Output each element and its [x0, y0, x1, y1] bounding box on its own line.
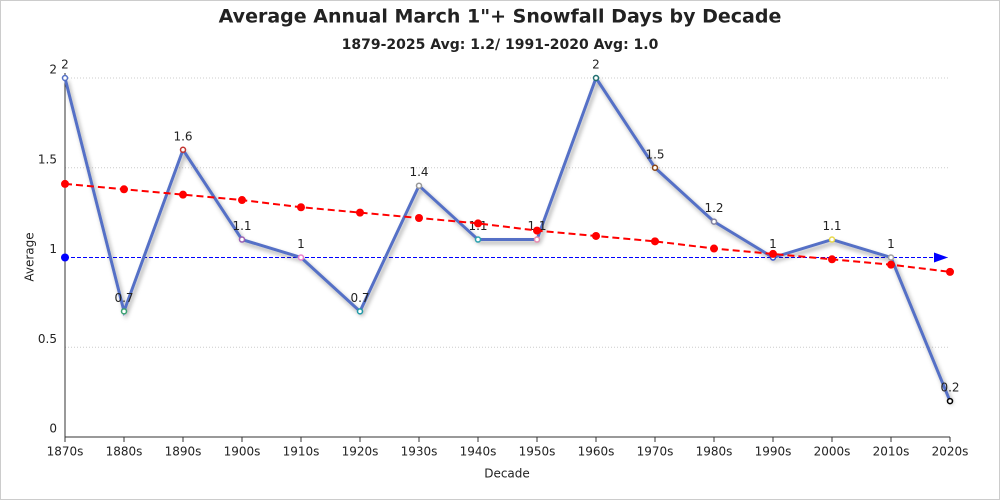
x-tick-label: 1930s [401, 445, 438, 459]
point [828, 236, 836, 243]
point [592, 231, 600, 240]
y-axis-title: Average [23, 232, 37, 281]
point [356, 308, 364, 315]
data-label: 1.1 [527, 219, 546, 233]
point [356, 208, 364, 217]
point [769, 249, 777, 258]
x-tick-label: 2010s [873, 445, 910, 459]
point [120, 185, 128, 194]
y-tick-label: 0.5 [38, 332, 57, 346]
data-label: 1 [297, 237, 305, 251]
point [120, 308, 128, 315]
data-label: 1.4 [409, 165, 428, 179]
point [238, 236, 246, 243]
x-tick-label: 1900s [224, 445, 261, 459]
reference-arrow [934, 252, 948, 263]
point [946, 397, 954, 405]
data-label: 1 [887, 237, 895, 251]
chart-title: Average Annual March 1"+ Snowfall Days b… [219, 6, 782, 28]
point [710, 244, 718, 253]
series-line [63, 74, 952, 402]
point [592, 74, 600, 82]
chart-subtitle: 1879-2025 Avg: 1.2/ 1991-2020 Avg: 1.0 [342, 37, 659, 53]
x-tick-label: 1870s [47, 445, 84, 459]
point [474, 236, 482, 243]
point [415, 214, 423, 223]
y-tick-label: 2 [49, 63, 57, 77]
point [651, 164, 659, 171]
x-tick-label: 1990s [755, 445, 792, 459]
point [61, 179, 69, 188]
x-tick-label: 1910s [283, 445, 320, 459]
series-line [64, 182, 951, 273]
data-label: 1.6 [173, 129, 192, 143]
x-tick-label: 1950s [519, 445, 556, 459]
data-label: 0.2 [940, 381, 959, 395]
y-tick-label: 1.5 [38, 152, 57, 166]
point [887, 260, 895, 269]
point [415, 182, 423, 189]
x-tick-label: 1960s [578, 445, 615, 459]
point [179, 190, 187, 199]
x-tick-label: 1890s [165, 445, 202, 459]
point [946, 267, 954, 276]
point [533, 226, 541, 235]
data-label: 0.7 [350, 291, 369, 305]
data-label: 1 [769, 237, 777, 251]
point [474, 219, 482, 228]
reference-dot [61, 253, 69, 262]
point [828, 255, 836, 264]
point [710, 218, 718, 225]
x-tick-label: 1880s [106, 445, 143, 459]
y-tick-label: 0 [49, 422, 57, 436]
x-tick-label: 1970s [637, 445, 674, 459]
point [179, 146, 187, 154]
point [238, 196, 246, 205]
point [887, 254, 895, 261]
point [651, 237, 659, 246]
point [533, 236, 541, 243]
y-tick-label: 1 [49, 242, 57, 256]
point [297, 254, 305, 261]
x-tick-label: 1940s [460, 445, 497, 459]
point [297, 203, 305, 212]
x-tick-label: 1980s [696, 445, 733, 459]
data-label: 1.2 [704, 201, 723, 215]
x-axis-title: Decade [484, 467, 530, 481]
data-label: 1.1 [232, 219, 251, 233]
x-tick-label: 1920s [342, 445, 379, 459]
data-label: 2 [61, 58, 69, 72]
data-label: 2 [592, 58, 600, 72]
x-tick-label: 2000s [814, 445, 851, 459]
x-tick-label: 2020s [932, 445, 969, 459]
data-label: 1.1 [822, 219, 841, 233]
data-label: 1.5 [645, 147, 664, 161]
point [61, 74, 69, 82]
data-label: 0.7 [114, 291, 133, 305]
